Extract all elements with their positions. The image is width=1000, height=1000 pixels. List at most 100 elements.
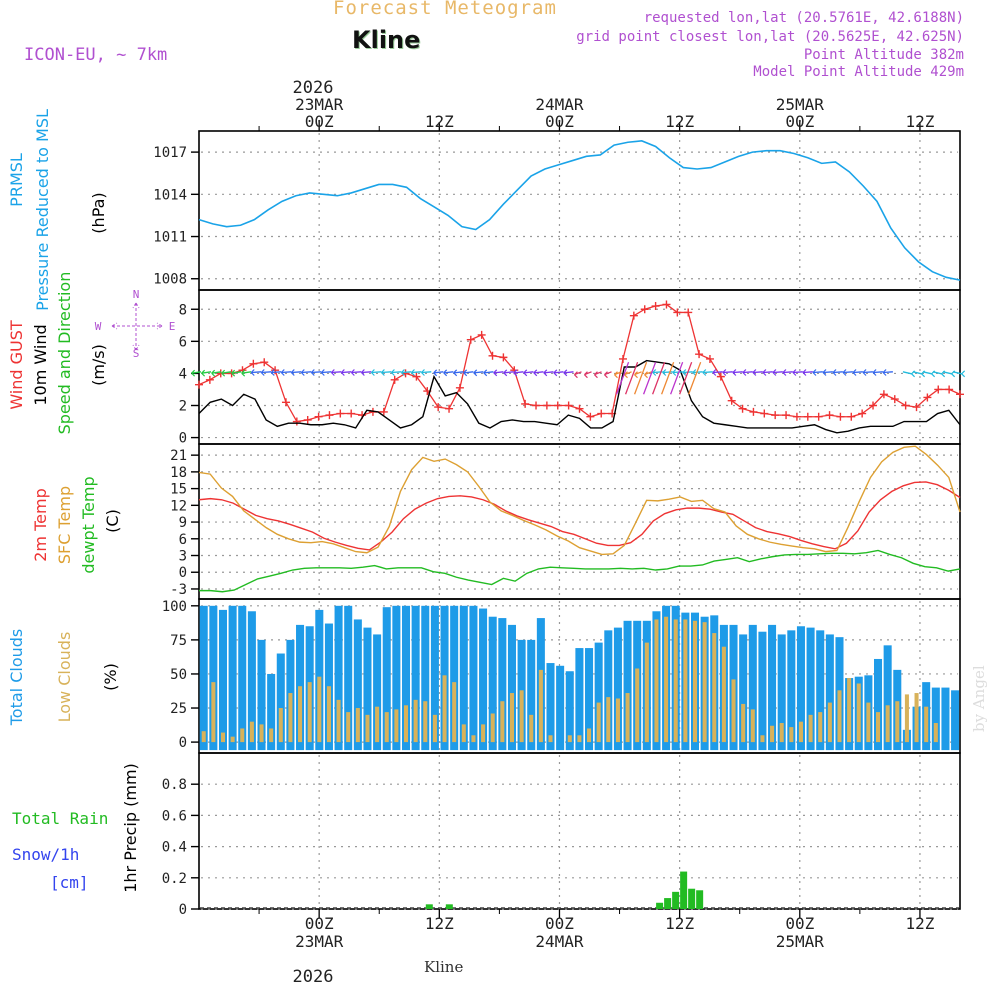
low-cloud-bar xyxy=(837,690,842,743)
low-cloud-bar xyxy=(481,724,486,743)
y-tick-label: 21 xyxy=(170,448,187,464)
total-cloud-bar xyxy=(748,624,757,751)
wind-direction-arrowhead xyxy=(762,369,767,376)
y-tick-label: 3 xyxy=(179,549,187,565)
gust-marker xyxy=(347,409,356,418)
wind-direction-arrow xyxy=(473,371,484,374)
gust-marker xyxy=(956,390,964,399)
rain-bar xyxy=(672,891,680,909)
gust-marker xyxy=(912,403,921,412)
total-cloud-bar xyxy=(623,620,632,751)
total-cloud-bar xyxy=(257,639,266,751)
compass-south: S xyxy=(133,347,140,360)
temp-unit: (C) xyxy=(103,509,122,533)
gust-marker xyxy=(901,401,910,410)
meteogram-title: Forecast Meteogram xyxy=(333,0,557,19)
wind-direction-arrow xyxy=(433,371,444,374)
wind-direction-arrow xyxy=(692,371,703,374)
total-cloud-bar xyxy=(507,624,516,751)
wind-direction-arrowhead xyxy=(594,371,598,379)
gust-marker xyxy=(586,412,595,421)
low-cloud-bar xyxy=(529,714,534,743)
low-cloud-bar xyxy=(760,735,765,743)
wind-direction-arrow xyxy=(361,371,372,374)
wind-direction-arrowhead xyxy=(191,369,196,377)
gust-marker xyxy=(738,404,747,413)
low-cloud-bar xyxy=(201,731,206,743)
wind-direction-arrow xyxy=(661,361,675,395)
wind-direction-arrowhead xyxy=(231,369,236,377)
wind-direction-arrow xyxy=(812,371,823,374)
total-cloud-bar xyxy=(883,645,892,751)
low-cloud-bar xyxy=(731,679,736,743)
gust-marker xyxy=(858,409,867,418)
gust-marker xyxy=(825,411,834,420)
low-cloud-bar xyxy=(587,728,592,743)
wind-direction-arrowhead xyxy=(644,371,648,379)
wind-direction-arrowhead xyxy=(421,369,425,376)
y-tick-label: -3 xyxy=(170,582,187,598)
gust-marker xyxy=(325,411,334,420)
low-cloud-bar xyxy=(673,619,678,743)
wind-direction-arrow xyxy=(231,371,242,374)
wind-direction-arrow xyxy=(241,371,252,374)
total-cloud-bar xyxy=(806,627,815,751)
gust-marker xyxy=(488,351,497,360)
wind-direction-arrow xyxy=(662,371,673,374)
top-year-label: 2026 xyxy=(293,78,334,98)
wind-direction-arrow xyxy=(321,371,332,374)
gust-marker xyxy=(564,401,573,410)
y-tick-label: 8 xyxy=(179,302,187,318)
model-altitude: Model Point Altitude 429m xyxy=(753,64,964,80)
low-cloud-bar xyxy=(866,702,871,743)
wind-direction-arrowhead xyxy=(390,369,395,376)
gust-marker xyxy=(532,401,541,410)
total-cloud-bar xyxy=(218,609,227,751)
panel-frame xyxy=(198,752,961,910)
gust-marker xyxy=(336,409,345,418)
low-cloud-bar xyxy=(625,693,630,743)
low-cloud-bar xyxy=(644,642,649,743)
wind-direction-arrow xyxy=(291,371,302,374)
low-cloud-bar xyxy=(770,725,775,743)
total-cloud-bar xyxy=(874,658,883,751)
wind-direction-arrow xyxy=(722,371,733,374)
total-clouds-label: Total Clouds xyxy=(7,629,26,727)
pressure-label-2: Pressure Reduced to MSL xyxy=(33,109,52,311)
wind-direction-arrowhead xyxy=(211,369,216,377)
gust-marker xyxy=(662,300,671,309)
y-tick-label: 6 xyxy=(179,334,187,350)
wind-direction-arrowhead xyxy=(473,369,478,377)
rain-bar xyxy=(425,904,433,909)
total-cloud-bar xyxy=(363,627,372,751)
total-cloud-bar xyxy=(430,605,439,751)
wind-direction-arrowhead xyxy=(682,369,687,376)
low-cloud-bar xyxy=(692,620,698,743)
rain-bar xyxy=(680,871,688,909)
wind-direction-arrowhead xyxy=(330,369,335,376)
gust-marker xyxy=(651,302,660,311)
wind-direction-arrow xyxy=(712,371,723,374)
gust-marker xyxy=(695,350,704,359)
wind-direction-arrow xyxy=(503,371,514,374)
gust-marker xyxy=(455,383,464,392)
total-cloud-bar xyxy=(334,605,343,751)
low-cloud-bar xyxy=(519,690,524,743)
gust-marker xyxy=(445,404,454,413)
low-cloud-bar xyxy=(288,693,293,743)
sfctemp-line xyxy=(198,445,961,556)
low-cloud-bar xyxy=(798,721,803,743)
total-cloud-bar xyxy=(344,605,353,751)
wind-direction-arrow xyxy=(211,371,222,374)
x-hour-label-top: 12Z xyxy=(905,112,934,131)
wind-direction-arrow xyxy=(742,371,753,374)
low-cloud-bar xyxy=(635,668,640,743)
wind-direction-arrow xyxy=(261,371,272,374)
compass-arrows xyxy=(111,302,163,351)
wind-direction-arrow xyxy=(463,371,474,374)
wind-direction-arrow xyxy=(201,371,212,374)
gust-marker xyxy=(673,308,682,317)
wind-direction-arrow xyxy=(391,371,402,374)
y-tick-label: 0.8 xyxy=(162,777,187,793)
compass-east: E xyxy=(169,320,176,333)
